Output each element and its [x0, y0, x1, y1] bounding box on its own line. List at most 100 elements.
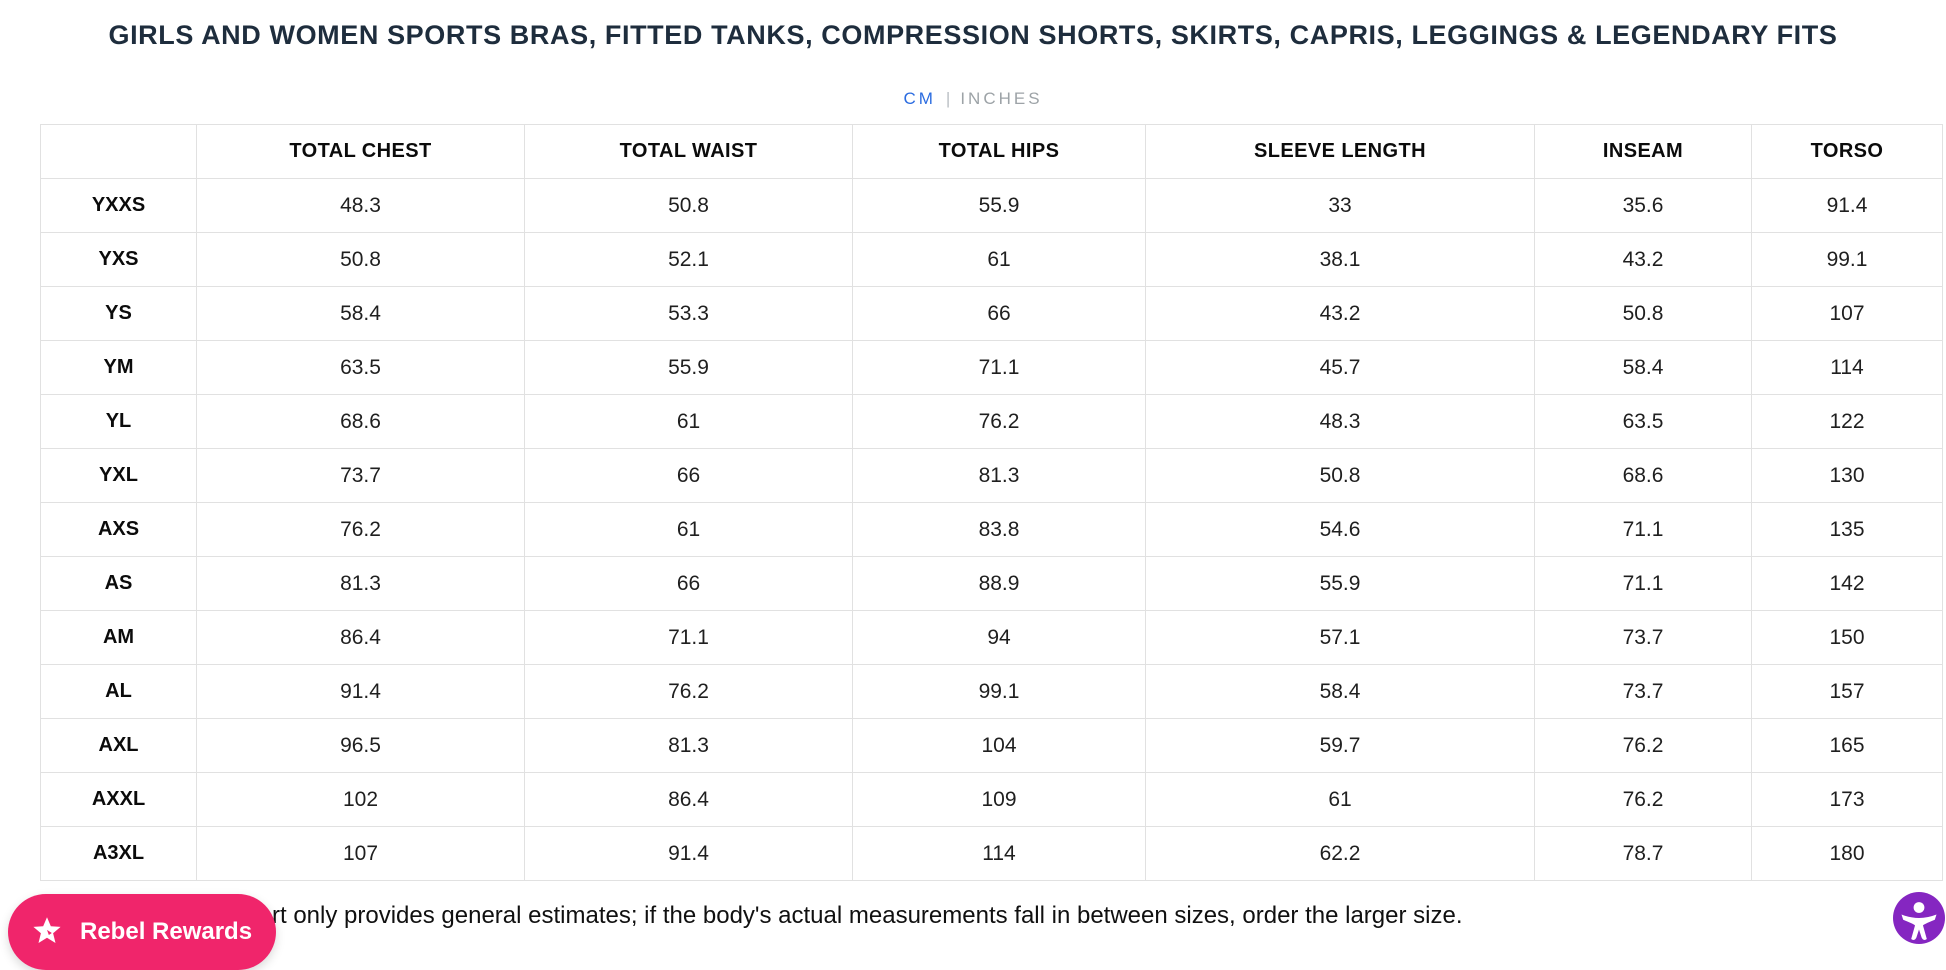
measurement-cell: 50.8 — [1145, 448, 1535, 503]
measurement-cell: 114 — [852, 826, 1146, 881]
size-row-yxl: YXL 73.7 66 81.3 50.8 68.6 130 — [40, 448, 1943, 503]
size-row-yl: YL 68.6 61 76.2 48.3 63.5 122 — [40, 394, 1943, 449]
measurement-cell: 78.7 — [1534, 826, 1752, 881]
size-label: YM — [40, 340, 197, 395]
measurement-cell: 43.2 — [1534, 232, 1752, 287]
column-header-total-hips: TOTAL HIPS — [852, 124, 1146, 179]
size-label: AS — [40, 556, 197, 611]
size-chart-note: rt only provides general estimates; if t… — [272, 902, 1463, 929]
size-label: AM — [40, 610, 197, 665]
measurement-cell: 73.7 — [1534, 610, 1752, 665]
measurement-cell: 55.9 — [852, 178, 1146, 233]
measurement-cell: 81.3 — [852, 448, 1146, 503]
size-label: YL — [40, 394, 197, 449]
unit-toggle-separator: | — [945, 89, 951, 108]
size-row-al: AL 91.4 76.2 99.1 58.4 73.7 157 — [40, 664, 1943, 719]
size-label: YXXS — [40, 178, 197, 233]
measurement-cell: 52.1 — [524, 232, 853, 287]
measurement-cell: 55.9 — [1145, 556, 1535, 611]
measurement-cell: 38.1 — [1145, 232, 1535, 287]
size-row-yxs: YXS 50.8 52.1 61 38.1 43.2 99.1 — [40, 232, 1943, 287]
measurement-cell: 165 — [1751, 718, 1943, 773]
measurement-cell: 94 — [852, 610, 1146, 665]
measurement-cell: 73.7 — [196, 448, 525, 503]
measurement-cell: 66 — [524, 448, 853, 503]
measurement-cell: 91.4 — [196, 664, 525, 719]
measurement-cell: 71.1 — [1534, 556, 1752, 611]
measurement-cell: 114 — [1751, 340, 1943, 395]
measurement-cell: 58.4 — [1534, 340, 1752, 395]
measurement-cell: 68.6 — [196, 394, 525, 449]
measurement-cell: 88.9 — [852, 556, 1146, 611]
measurement-cell: 58.4 — [196, 286, 525, 341]
measurement-cell: 81.3 — [524, 718, 853, 773]
column-header-torso: TORSO — [1751, 124, 1943, 179]
size-label: AL — [40, 664, 197, 719]
measurement-cell: 63.5 — [1534, 394, 1752, 449]
measurement-cell: 173 — [1751, 772, 1943, 827]
measurement-cell: 61 — [1145, 772, 1535, 827]
measurement-cell: 76.2 — [524, 664, 853, 719]
measurement-cell: 50.8 — [524, 178, 853, 233]
measurement-cell: 96.5 — [196, 718, 525, 773]
measurement-cell: 71.1 — [1534, 502, 1752, 557]
star-icon — [30, 915, 64, 949]
accessibility-person-icon — [1893, 892, 1945, 944]
measurement-cell: 99.1 — [852, 664, 1146, 719]
column-header-total-chest: TOTAL CHEST — [196, 124, 525, 179]
column-header-inseam: INSEAM — [1534, 124, 1752, 179]
page-title: GIRLS AND WOMEN SPORTS BRAS, FITTED TANK… — [108, 20, 1838, 50]
measurement-cell: 91.4 — [524, 826, 853, 881]
size-label: AXXL — [40, 772, 197, 827]
measurement-cell: 107 — [196, 826, 525, 881]
measurement-cell: 142 — [1751, 556, 1943, 611]
measurement-cell: 86.4 — [524, 772, 853, 827]
measurement-cell: 109 — [852, 772, 1146, 827]
measurement-cell: 81.3 — [196, 556, 525, 611]
measurement-cell: 71.1 — [852, 340, 1146, 395]
measurement-cell: 53.3 — [524, 286, 853, 341]
rebel-rewards-label: Rebel Rewards — [80, 918, 253, 945]
measurement-cell: 68.6 — [1534, 448, 1752, 503]
measurement-cell: 35.6 — [1534, 178, 1752, 233]
measurement-cell: 73.7 — [1534, 664, 1752, 719]
size-table-header-row: TOTAL CHEST TOTAL WAIST TOTAL HIPS SLEEVE L… — [40, 124, 1943, 179]
size-label: YXL — [40, 448, 197, 503]
column-header-empty — [40, 124, 197, 179]
measurement-cell: 66 — [852, 286, 1146, 341]
measurement-cell: 50.8 — [196, 232, 525, 287]
measurement-cell: 130 — [1751, 448, 1943, 503]
accessibility-widget-button[interactable] — [1893, 892, 1945, 944]
measurement-cell: 180 — [1751, 826, 1943, 881]
column-header-total-waist: TOTAL WAIST — [524, 124, 853, 179]
size-row-yxxs: YXXS 48.3 50.8 55.9 33 35.6 91.4 — [40, 178, 1943, 233]
unit-option-inches[interactable]: INCHES — [960, 89, 1043, 108]
size-row-ym: YM 63.5 55.9 71.1 45.7 58.4 114 — [40, 340, 1943, 395]
measurement-cell: 76.2 — [1534, 772, 1752, 827]
measurement-cell: 62.2 — [1145, 826, 1535, 881]
measurement-cell: 61 — [524, 502, 853, 557]
measurement-cell: 135 — [1751, 502, 1943, 557]
size-row-axs: AXS 76.2 61 83.8 54.6 71.1 135 — [40, 502, 1943, 557]
rebel-rewards-button[interactable]: Rebel Rewards — [8, 894, 277, 970]
measurement-cell: 102 — [196, 772, 525, 827]
unit-toggle: CM | INCHES — [0, 89, 1946, 109]
measurement-cell: 99.1 — [1751, 232, 1943, 287]
measurement-cell: 71.1 — [524, 610, 853, 665]
measurement-cell: 54.6 — [1145, 502, 1535, 557]
size-label: A3XL — [40, 826, 197, 881]
measurement-cell: 83.8 — [852, 502, 1146, 557]
size-label: AXL — [40, 718, 197, 773]
measurement-cell: 76.2 — [1534, 718, 1752, 773]
measurement-cell: 122 — [1751, 394, 1943, 449]
column-header-sleeve-length: SLEEVE LENGTH — [1145, 124, 1535, 179]
measurement-cell: 45.7 — [1145, 340, 1535, 395]
unit-option-cm[interactable]: CM — [903, 89, 936, 108]
measurement-cell: 150 — [1751, 610, 1943, 665]
measurement-cell: 55.9 — [524, 340, 853, 395]
size-row-axxl: AXXL 102 86.4 109 61 76.2 173 — [40, 772, 1943, 827]
measurement-cell: 48.3 — [1145, 394, 1535, 449]
measurement-cell: 59.7 — [1145, 718, 1535, 773]
measurement-cell: 91.4 — [1751, 178, 1943, 233]
size-chart-table: TOTAL CHEST TOTAL WAIST TOTAL HIPS SLEEVE L… — [40, 124, 1943, 881]
